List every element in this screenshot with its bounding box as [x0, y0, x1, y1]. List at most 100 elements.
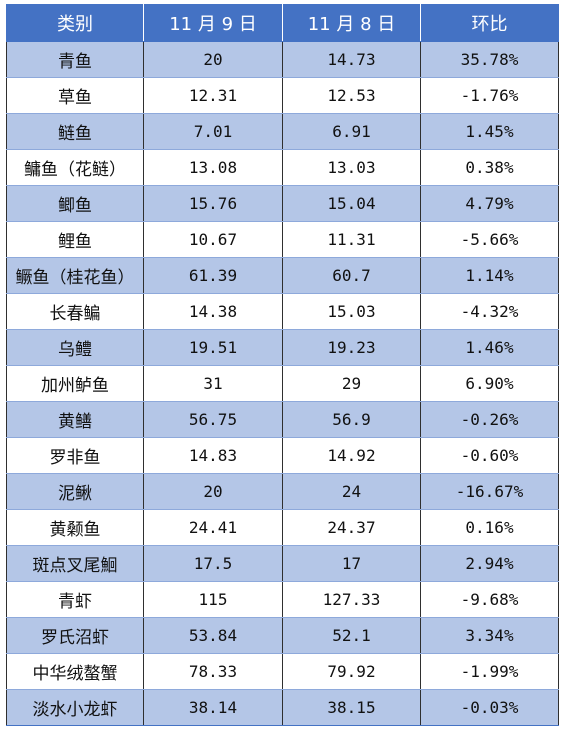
cell-nov-8: 13.03: [282, 149, 421, 186]
cell-category: 罗非鱼: [6, 437, 144, 474]
table-row: 鲫鱼 15.76 15.04 4.79%: [6, 185, 559, 222]
cell-category: 青鱼: [6, 41, 144, 78]
cell-nov-8: 52.1: [282, 617, 421, 654]
table-row: 青鱼 20 14.73 35.78%: [6, 41, 559, 78]
cell-category: 鲫鱼: [6, 185, 144, 222]
price-table: 类别 11 月 9 日 11 月 8 日 环比 青鱼 20 14.73 35.78% 草…: [6, 4, 559, 726]
header-row: 类别 11 月 9 日 11 月 8 日 环比: [6, 4, 559, 42]
cell-category: 黄鳝: [6, 401, 144, 438]
cell-change: 6.90%: [420, 365, 559, 402]
cell-nov-9: 17.5: [143, 545, 283, 582]
cell-change: 0.16%: [420, 509, 559, 546]
cell-category: 鲤鱼: [6, 221, 144, 258]
cell-nov-8: 17: [282, 545, 421, 582]
cell-nov-8: 56.9: [282, 401, 421, 438]
cell-nov-8: 12.53: [282, 77, 421, 114]
cell-change: 2.94%: [420, 545, 559, 582]
header-change: 环比: [420, 4, 559, 42]
cell-nov-8: 14.92: [282, 437, 421, 474]
cell-nov-9: 31: [143, 365, 283, 402]
cell-change: 35.78%: [420, 41, 559, 78]
cell-nov-9: 13.08: [143, 149, 283, 186]
table-row: 鲤鱼 10.67 11.31 -5.66%: [6, 221, 559, 258]
header-category: 类别: [6, 4, 144, 42]
cell-category: 鳜鱼（桂花鱼）: [6, 257, 144, 294]
cell-nov-8: 79.92: [282, 653, 421, 690]
table-row: 乌鳢 19.51 19.23 1.46%: [6, 329, 559, 366]
cell-nov-9: 20: [143, 41, 283, 78]
cell-category: 乌鳢: [6, 329, 144, 366]
cell-change: -5.66%: [420, 221, 559, 258]
table-row: 中华绒螯蟹 78.33 79.92 -1.99%: [6, 653, 559, 690]
cell-nov-8: 24: [282, 473, 421, 510]
cell-nov-9: 20: [143, 473, 283, 510]
cell-nov-8: 14.73: [282, 41, 421, 78]
cell-nov-9: 78.33: [143, 653, 283, 690]
cell-nov-9: 24.41: [143, 509, 283, 546]
cell-nov-9: 19.51: [143, 329, 283, 366]
cell-change: -9.68%: [420, 581, 559, 618]
cell-nov-8: 11.31: [282, 221, 421, 258]
cell-change: -1.76%: [420, 77, 559, 114]
cell-nov-9: 15.76: [143, 185, 283, 222]
cell-category: 黄颡鱼: [6, 509, 144, 546]
cell-nov-9: 14.38: [143, 293, 283, 330]
table-row: 淡水小龙虾 38.14 38.15 -0.03%: [6, 689, 559, 726]
cell-nov-8: 24.37: [282, 509, 421, 546]
header-nov-9: 11 月 9 日: [143, 4, 283, 42]
cell-change: -16.67%: [420, 473, 559, 510]
table-row: 青虾 115 127.33 -9.68%: [6, 581, 559, 618]
cell-category: 泥鳅: [6, 473, 144, 510]
cell-change: -0.60%: [420, 437, 559, 474]
cell-nov-8: 15.03: [282, 293, 421, 330]
cell-change: -0.03%: [420, 689, 559, 726]
cell-change: 1.14%: [420, 257, 559, 294]
cell-nov-9: 14.83: [143, 437, 283, 474]
cell-category: 青虾: [6, 581, 144, 618]
table-row: 长春鳊 14.38 15.03 -4.32%: [6, 293, 559, 330]
cell-category: 斑点叉尾鮰: [6, 545, 144, 582]
cell-nov-8: 38.15: [282, 689, 421, 726]
cell-category: 中华绒螯蟹: [6, 653, 144, 690]
table-row: 罗非鱼 14.83 14.92 -0.60%: [6, 437, 559, 474]
table-row: 黄颡鱼 24.41 24.37 0.16%: [6, 509, 559, 546]
cell-change: -4.32%: [420, 293, 559, 330]
cell-nov-9: 12.31: [143, 77, 283, 114]
price-table-container: 类别 11 月 9 日 11 月 8 日 环比 青鱼 20 14.73 35.78% 草…: [6, 4, 559, 726]
cell-nov-9: 61.39: [143, 257, 283, 294]
cell-change: 0.38%: [420, 149, 559, 186]
table-row: 加州鲈鱼 31 29 6.90%: [6, 365, 559, 402]
header-nov-8: 11 月 8 日: [282, 4, 421, 42]
cell-nov-8: 29: [282, 365, 421, 402]
cell-category: 加州鲈鱼: [6, 365, 144, 402]
cell-category: 草鱼: [6, 77, 144, 114]
cell-change: 4.79%: [420, 185, 559, 222]
cell-nov-8: 19.23: [282, 329, 421, 366]
cell-change: -1.99%: [420, 653, 559, 690]
table-row: 鳜鱼（桂花鱼） 61.39 60.7 1.14%: [6, 257, 559, 294]
cell-category: 鳙鱼（花鲢）: [6, 149, 144, 186]
cell-nov-9: 115: [143, 581, 283, 618]
cell-nov-9: 56.75: [143, 401, 283, 438]
cell-change: -0.26%: [420, 401, 559, 438]
cell-nov-8: 6.91: [282, 113, 421, 150]
cell-change: 1.45%: [420, 113, 559, 150]
cell-category: 鲢鱼: [6, 113, 144, 150]
table-row: 鳙鱼（花鲢） 13.08 13.03 0.38%: [6, 149, 559, 186]
table-row: 罗氏沼虾 53.84 52.1 3.34%: [6, 617, 559, 654]
cell-category: 淡水小龙虾: [6, 689, 144, 726]
cell-category: 长春鳊: [6, 293, 144, 330]
cell-change: 3.34%: [420, 617, 559, 654]
cell-nov-9: 7.01: [143, 113, 283, 150]
table-row: 泥鳅 20 24 -16.67%: [6, 473, 559, 510]
cell-nov-9: 53.84: [143, 617, 283, 654]
cell-nov-9: 10.67: [143, 221, 283, 258]
cell-nov-8: 127.33: [282, 581, 421, 618]
table-row: 斑点叉尾鮰 17.5 17 2.94%: [6, 545, 559, 582]
cell-nov-8: 60.7: [282, 257, 421, 294]
cell-nov-8: 15.04: [282, 185, 421, 222]
table-row: 黄鳝 56.75 56.9 -0.26%: [6, 401, 559, 438]
table-row: 鲢鱼 7.01 6.91 1.45%: [6, 113, 559, 150]
cell-category: 罗氏沼虾: [6, 617, 144, 654]
table-row: 草鱼 12.31 12.53 -1.76%: [6, 77, 559, 114]
